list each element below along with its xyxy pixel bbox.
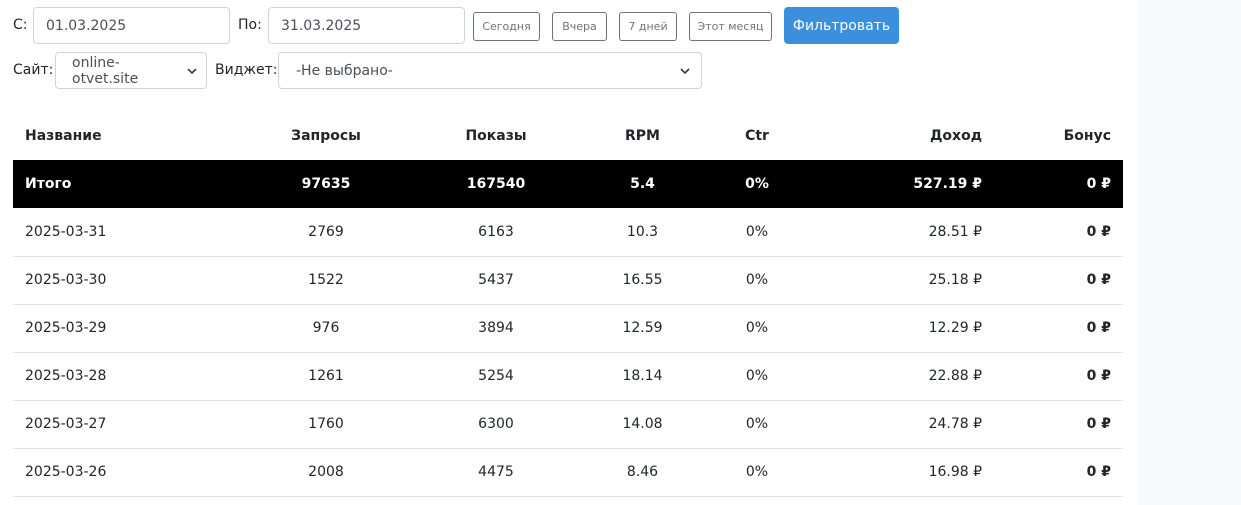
cell-ctr: 0%	[745, 223, 769, 240]
cell-date: 2025-03-27	[25, 416, 107, 432]
from-date-value: 01.03.2025	[46, 17, 127, 34]
total-requests: 97635	[301, 176, 351, 192]
column-header-rpm[interactable]: RPM	[625, 128, 660, 144]
cell-impressions: 6163	[478, 223, 514, 240]
cell-impressions: 5437	[478, 272, 514, 288]
cell-rpm: 12.59	[622, 320, 663, 336]
table-row: 2025-03-31 2769 6163 10.3 0% 28.51 ₽ 0 ₽	[13, 208, 1123, 256]
site-label: Сайт:	[13, 62, 54, 78]
cell-bonus: 0 ₽	[1086, 320, 1111, 336]
widget-select-value: -Не выбрано-	[296, 62, 393, 79]
cell-requests: 976	[312, 320, 340, 336]
from-label: С:	[13, 17, 28, 33]
cell-income: 16.98 ₽	[928, 464, 982, 480]
cell-income: 12.29 ₽	[928, 320, 982, 336]
cell-date: 2025-03-29	[25, 320, 107, 336]
cell-ctr: 0%	[745, 368, 769, 384]
cell-ctr: 0%	[745, 464, 769, 480]
cell-rpm: 18.14	[622, 368, 663, 384]
table-row: 2025-03-26 2008 4475 8.46 0% 16.98 ₽ 0 ₽	[13, 448, 1123, 496]
cell-impressions: 5254	[478, 368, 514, 384]
cell-impressions: 4475	[478, 464, 514, 480]
cell-requests: 2769	[308, 223, 344, 240]
cell-rpm: 10.3	[626, 223, 659, 240]
cell-bonus: 0 ₽	[1086, 223, 1111, 240]
cell-ctr: 0%	[745, 272, 769, 288]
column-header-ctr[interactable]: Ctr	[745, 128, 769, 144]
site-select-value: online-otvet.site	[72, 54, 139, 87]
this-month-button[interactable]: Этот месяц	[689, 12, 772, 41]
cell-income: 25.18 ₽	[928, 272, 982, 288]
table-row: 2025-03-29 976 3894 12.59 0% 12.29 ₽ 0 ₽	[13, 304, 1123, 352]
cell-date: 2025-03-30	[25, 272, 107, 288]
total-row: Итого 97635 167540 5.4 0% 527.19 ₽ 0 ₽	[13, 160, 1123, 208]
stats-table: Название Запросы Показы RPM Ctr Доход Бо…	[13, 112, 1123, 497]
total-rpm: 5.4	[630, 176, 655, 192]
yesterday-button[interactable]: Вчера	[552, 12, 607, 41]
to-date-input[interactable]: 31.03.2025	[268, 7, 465, 44]
cell-income: 22.88 ₽	[928, 368, 982, 384]
column-header-income[interactable]: Доход	[929, 128, 982, 144]
cell-date: 2025-03-31	[25, 223, 107, 240]
last-7-days-button[interactable]: 7 дней	[619, 12, 677, 41]
total-ctr: 0%	[745, 176, 769, 192]
site-select[interactable]: online-otvet.site	[55, 52, 207, 89]
column-header-requests[interactable]: Запросы	[291, 128, 361, 144]
total-income: 527.19 ₽	[913, 176, 982, 192]
cell-requests: 1522	[308, 272, 344, 288]
from-date-input[interactable]: 01.03.2025	[33, 7, 230, 44]
cell-requests: 1760	[308, 416, 344, 432]
table-row: 2025-03-28 1261 5254 18.14 0% 22.88 ₽ 0 …	[13, 352, 1123, 400]
table-row: 2025-03-27 1760 6300 14.08 0% 24.78 ₽ 0 …	[13, 400, 1123, 448]
cell-rpm: 8.46	[626, 464, 659, 480]
table-header-row: Название Запросы Показы RPM Ctr Доход Бо…	[13, 112, 1123, 160]
today-button[interactable]: Сегодня	[473, 12, 540, 41]
table-row: 2025-03-30 1522 5437 16.55 0% 25.18 ₽ 0 …	[13, 256, 1123, 304]
chevron-down-icon	[187, 67, 197, 74]
total-impressions: 167540	[466, 176, 526, 192]
cell-requests: 2008	[308, 464, 344, 480]
cell-date: 2025-03-26	[25, 464, 107, 480]
cell-impressions: 6300	[478, 416, 514, 432]
cell-bonus: 0 ₽	[1086, 368, 1111, 384]
column-header-name[interactable]: Название	[25, 128, 102, 144]
to-date-value: 31.03.2025	[281, 17, 362, 34]
total-bonus: 0 ₽	[1086, 176, 1111, 192]
total-label: Итого	[25, 176, 72, 192]
cell-rpm: 16.55	[622, 272, 663, 288]
filter-submit-button[interactable]: Фильтровать	[784, 7, 899, 44]
cell-income: 28.51 ₽	[928, 223, 982, 240]
right-gutter	[1137, 0, 1241, 505]
column-header-impressions[interactable]: Показы	[465, 128, 527, 144]
cell-ctr: 0%	[745, 320, 769, 336]
cell-bonus: 0 ₽	[1086, 272, 1111, 288]
cell-rpm: 14.08	[622, 416, 663, 432]
chevron-down-icon	[680, 67, 690, 74]
cell-bonus: 0 ₽	[1086, 416, 1111, 432]
cell-date: 2025-03-28	[25, 368, 107, 384]
to-label: По:	[238, 17, 262, 33]
cell-bonus: 0 ₽	[1086, 464, 1111, 480]
column-header-bonus[interactable]: Бонус	[1063, 128, 1111, 144]
cell-ctr: 0%	[745, 416, 769, 432]
cell-requests: 1261	[308, 368, 344, 384]
widget-select[interactable]: -Не выбрано-	[278, 52, 702, 89]
widget-label: Виджет:	[215, 62, 278, 78]
cell-income: 24.78 ₽	[928, 416, 982, 432]
cell-impressions: 3894	[478, 320, 514, 336]
